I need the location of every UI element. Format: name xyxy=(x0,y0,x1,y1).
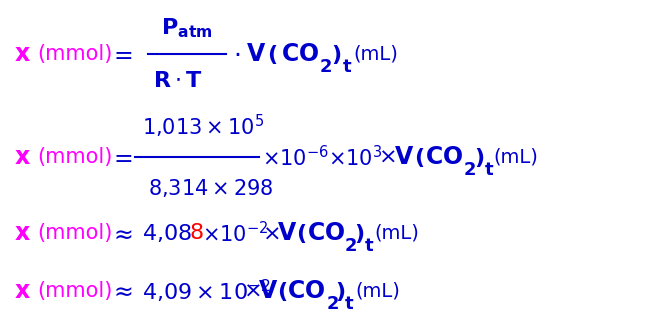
Text: $\approx$: $\approx$ xyxy=(109,279,133,303)
Text: $\approx$: $\approx$ xyxy=(109,222,133,246)
Text: $\mathbf{(}$: $\mathbf{(}$ xyxy=(277,280,288,303)
Text: $4{,}09\times10^{-2}$: $4{,}09\times10^{-2}$ xyxy=(141,277,271,305)
Text: $=$: $=$ xyxy=(109,145,133,169)
Text: (mmol): (mmol) xyxy=(37,147,113,167)
Text: (mL): (mL) xyxy=(355,282,400,301)
Text: (mL): (mL) xyxy=(354,45,398,64)
Text: $\mathbf{P}_{\mathbf{atm}}$: $\mathbf{P}_{\mathbf{atm}}$ xyxy=(161,16,213,40)
Text: $4{,}08$: $4{,}08$ xyxy=(141,222,192,245)
Text: $\mathbf{V}$: $\mathbf{V}$ xyxy=(276,222,297,246)
Text: $\times10^{-6}$: $\times10^{-6}$ xyxy=(262,144,329,170)
Text: (mL): (mL) xyxy=(375,224,419,243)
Text: $8$: $8$ xyxy=(189,223,204,243)
Text: $=$: $=$ xyxy=(109,42,133,66)
Text: $8{,}314\times298$: $8{,}314\times298$ xyxy=(148,177,273,199)
Text: $\mathbf{t}$: $\mathbf{t}$ xyxy=(364,237,374,255)
Text: (mmol): (mmol) xyxy=(37,281,113,301)
Text: $\times$: $\times$ xyxy=(379,147,396,167)
Text: $\mathbf{V}$: $\mathbf{V}$ xyxy=(394,145,414,169)
Text: (mL): (mL) xyxy=(494,148,538,167)
Text: (mmol): (mmol) xyxy=(37,223,113,243)
Text: $\mathbf{(}$: $\mathbf{(}$ xyxy=(414,146,424,169)
Text: $\mathbf{V}$: $\mathbf{V}$ xyxy=(257,279,278,303)
Text: $\cdot$: $\cdot$ xyxy=(233,42,240,66)
Text: $\mathbf{CO}$: $\mathbf{CO}$ xyxy=(280,42,319,66)
Text: $\mathbf{x}$: $\mathbf{x}$ xyxy=(14,145,31,169)
Text: $\times$: $\times$ xyxy=(243,281,260,301)
Text: $\mathbf{2}$: $\mathbf{2}$ xyxy=(326,295,339,313)
Text: $1{,}013\times10^{5}$: $1{,}013\times10^{5}$ xyxy=(141,112,264,140)
Text: $\mathbf{2}$: $\mathbf{2}$ xyxy=(345,237,358,255)
Text: $\mathbf{)}$: $\mathbf{)}$ xyxy=(474,146,484,169)
Text: $\mathbf{)}$: $\mathbf{)}$ xyxy=(331,43,341,66)
Text: $\mathbf{x}$: $\mathbf{x}$ xyxy=(14,222,31,246)
Text: $\times$: $\times$ xyxy=(262,223,280,243)
Text: $\mathbf{t}$: $\mathbf{t}$ xyxy=(342,58,352,76)
Text: $\mathbf{x}$: $\mathbf{x}$ xyxy=(14,42,31,66)
Text: (mmol): (mmol) xyxy=(37,44,113,64)
Text: $\mathbf{2}$: $\mathbf{2}$ xyxy=(463,161,476,179)
Text: $\mathbf{CO}$: $\mathbf{CO}$ xyxy=(287,279,326,303)
Text: $\mathbf{t}$: $\mathbf{t}$ xyxy=(484,161,495,179)
Text: $\mathbf{CO}$: $\mathbf{CO}$ xyxy=(307,222,345,246)
Text: $\times10^{-2}$: $\times10^{-2}$ xyxy=(202,221,269,246)
Text: $\mathbf{R}\cdot\mathbf{T}$: $\mathbf{R}\cdot\mathbf{T}$ xyxy=(153,71,202,91)
Text: $\mathbf{)}$: $\mathbf{)}$ xyxy=(354,222,364,245)
Text: $\mathbf{x}$: $\mathbf{x}$ xyxy=(14,279,31,303)
Text: $\mathbf{)}$: $\mathbf{)}$ xyxy=(335,280,345,303)
Text: $\times10^{3}$: $\times10^{3}$ xyxy=(328,144,382,170)
Text: $\mathbf{(}$: $\mathbf{(}$ xyxy=(267,43,278,66)
Text: $\mathbf{2}$: $\mathbf{2}$ xyxy=(319,58,332,76)
Text: $\mathbf{t}$: $\mathbf{t}$ xyxy=(345,295,355,313)
Text: $\mathbf{CO}$: $\mathbf{CO}$ xyxy=(425,145,464,169)
Text: $\mathbf{(}$: $\mathbf{(}$ xyxy=(296,222,307,245)
Text: $\mathbf{V}$: $\mathbf{V}$ xyxy=(246,42,266,66)
